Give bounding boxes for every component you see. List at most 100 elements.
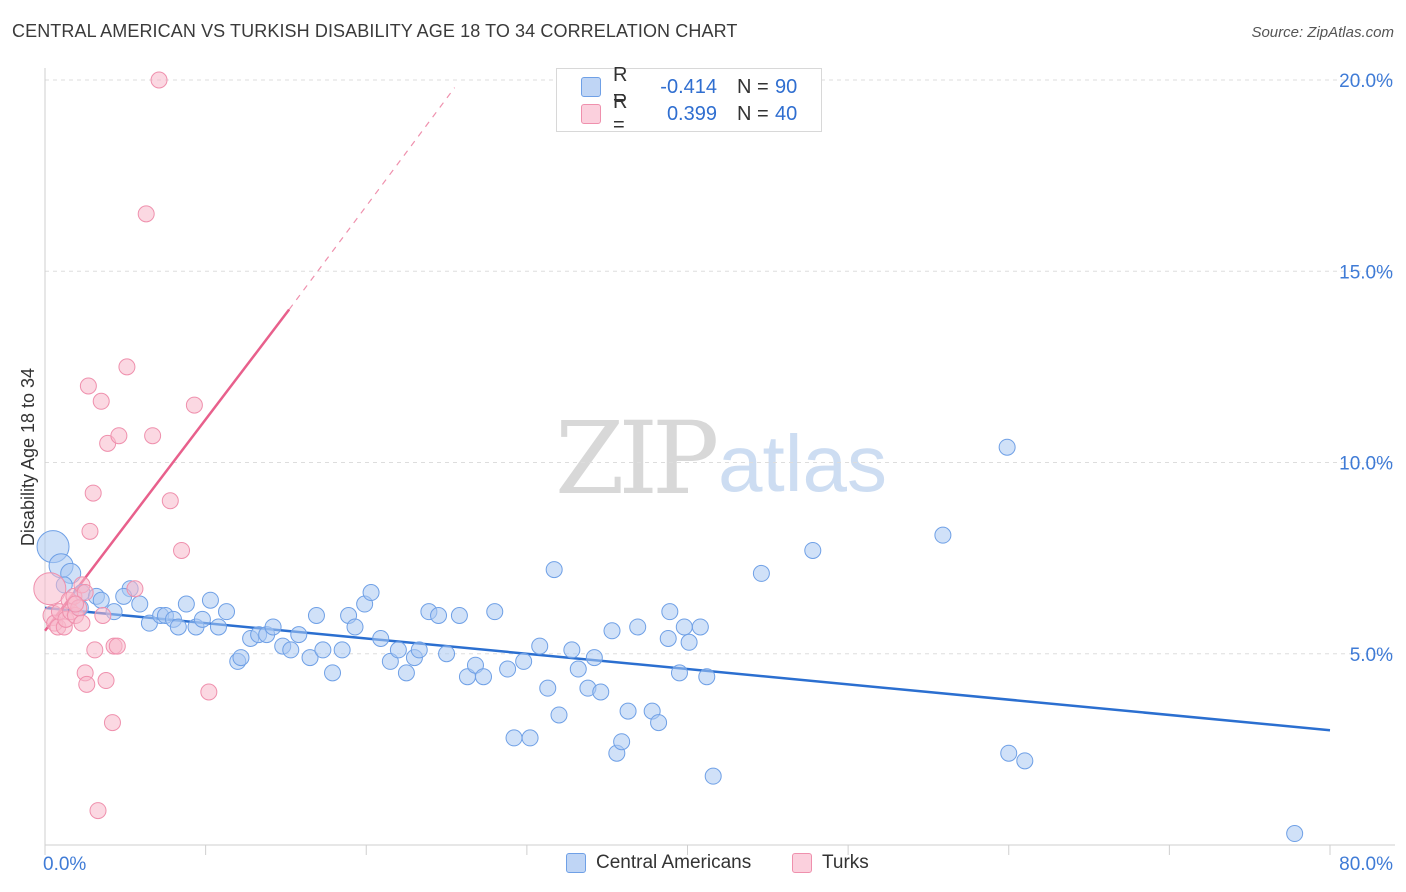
data-point-central-american xyxy=(619,702,637,720)
data-point-central-american xyxy=(218,603,236,621)
data-point-central-american xyxy=(193,610,211,628)
data-point-central-american xyxy=(177,595,195,613)
data-point-central-american xyxy=(475,668,493,686)
data-point-central-american xyxy=(539,679,557,697)
data-point-central-american xyxy=(550,706,568,724)
data-point-central-american xyxy=(430,607,448,624)
data-point-central-american xyxy=(209,618,227,636)
data-point-central-american xyxy=(545,561,563,579)
data-point-turk xyxy=(161,492,179,510)
legend-row-turks: R = 0.399 N = 40 xyxy=(581,91,798,136)
data-point-central-american xyxy=(603,622,621,640)
data-point-turk xyxy=(103,714,121,732)
data-point-central-american xyxy=(92,591,110,609)
data-point-central-american xyxy=(201,591,219,609)
legend-swatch-blue xyxy=(581,77,601,97)
watermark-zip: ZIP xyxy=(555,400,719,517)
data-point-turk xyxy=(84,484,102,502)
data-point-central-american xyxy=(307,607,325,624)
trend-line-turks xyxy=(44,308,291,632)
chart-title: CENTRAL AMERICAN VS TURKISH DISABILITY A… xyxy=(12,21,738,41)
legend-box: R = -0.414 N = 90 R = 0.399 N = 40 xyxy=(556,64,822,136)
data-point-central-american xyxy=(650,714,668,732)
y-tick-label: 5.0% xyxy=(1350,645,1393,666)
legend-r-label: R = xyxy=(613,64,628,109)
data-point-turk xyxy=(97,672,115,690)
legend-n-label: N = xyxy=(737,102,769,125)
data-point-turk xyxy=(33,572,67,606)
data-point-central-american xyxy=(131,595,149,613)
data-point-central-american xyxy=(314,641,332,659)
grid-lines xyxy=(45,79,1395,655)
data-point-turk xyxy=(118,358,136,376)
data-point-central-american xyxy=(704,767,722,785)
data-point-central-american xyxy=(1000,744,1018,762)
data-point-turk xyxy=(89,802,107,820)
data-point-turk xyxy=(81,522,99,540)
data-point-central-american xyxy=(346,618,364,636)
data-point-turk xyxy=(185,396,203,414)
bottom-legend-label: Turks xyxy=(822,852,869,873)
watermark-atlas: atlas xyxy=(718,419,887,508)
data-point-central-american xyxy=(410,641,428,659)
data-point-turk xyxy=(92,392,110,410)
source-label: Source: ZipAtlas.com xyxy=(1251,24,1394,41)
data-point-central-american xyxy=(531,637,549,655)
data-point-central-american xyxy=(675,618,693,636)
data-point-central-american xyxy=(333,641,351,659)
data-point-central-american xyxy=(505,729,523,747)
data-point-central-american xyxy=(998,438,1016,456)
data-point-central-american xyxy=(324,664,342,682)
bottom-legend-swatch-blue xyxy=(566,853,586,873)
data-point-central-american xyxy=(659,629,677,647)
tick-labels: 5.0% 10.0% 15.0% 20.0% 0.0% 80.0% Disability A… xyxy=(18,71,1393,875)
data-point-central-american xyxy=(264,618,282,636)
data-point-central-american xyxy=(515,652,533,670)
legend-n-value: 90 xyxy=(775,75,798,98)
axes xyxy=(44,68,1395,855)
data-point-turk xyxy=(173,541,191,559)
data-point-central-american xyxy=(613,733,631,751)
data-point-central-american xyxy=(438,645,456,663)
data-point-central-american xyxy=(1016,752,1034,770)
data-point-central-american xyxy=(691,618,709,636)
data-point-central-american xyxy=(362,584,380,602)
data-point-central-american xyxy=(301,649,319,667)
data-point-central-american xyxy=(1286,825,1304,843)
legend-n-label: N = xyxy=(737,75,769,98)
data-points xyxy=(33,71,1304,843)
data-point-central-american xyxy=(670,664,688,682)
y-axis-title: Disability Age 18 to 34 xyxy=(18,368,38,546)
bottom-legend-label: Central Americans xyxy=(596,852,752,873)
data-point-central-american xyxy=(680,633,698,651)
data-point-turk xyxy=(86,641,104,659)
data-point-turk xyxy=(137,205,155,223)
data-point-turk xyxy=(78,675,96,693)
data-point-central-american xyxy=(934,526,952,544)
data-point-turk xyxy=(94,607,112,624)
data-point-turk xyxy=(73,614,91,632)
data-point-turk xyxy=(150,71,168,89)
data-point-central-american xyxy=(698,668,716,686)
legend-r-label: R = xyxy=(613,91,628,136)
data-point-central-american xyxy=(372,629,390,647)
data-point-central-american xyxy=(486,603,504,621)
data-point-turk xyxy=(110,427,128,445)
data-point-central-american xyxy=(804,541,822,559)
legend-n-value: 40 xyxy=(775,102,798,125)
data-point-turk xyxy=(76,584,94,602)
trend-line-turks-extension xyxy=(288,87,456,310)
data-point-central-american xyxy=(661,603,679,621)
bottom-legend-turks: Turks xyxy=(792,852,869,874)
y-tick-label: 15.0% xyxy=(1339,262,1393,283)
legend-row-central-americans: R = -0.414 N = 90 xyxy=(581,64,798,109)
data-point-central-american xyxy=(232,649,250,667)
bottom-legend-central-americans: Central Americans xyxy=(566,852,751,874)
data-point-central-american xyxy=(521,729,539,747)
data-point-central-american xyxy=(499,660,517,678)
data-point-central-american xyxy=(450,607,468,624)
data-point-central-american xyxy=(563,641,581,659)
data-point-turk xyxy=(144,427,162,445)
y-tick-label: 10.0% xyxy=(1339,454,1393,475)
